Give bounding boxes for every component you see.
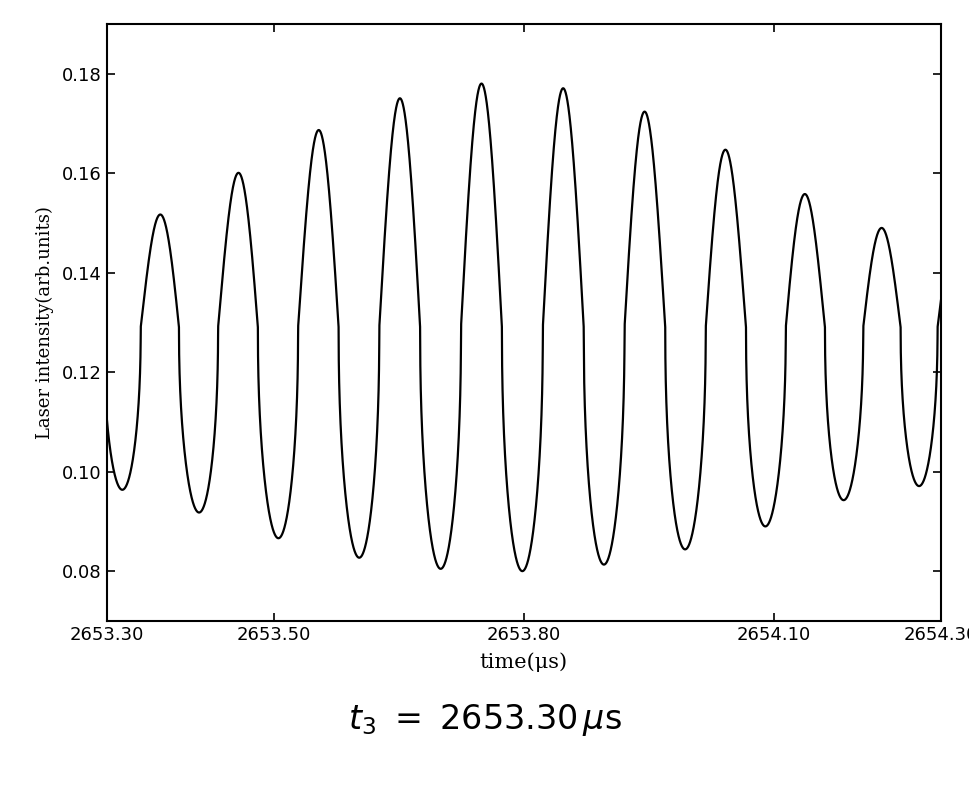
Y-axis label: Laser intensity(arb.units): Laser intensity(arb.units) <box>35 206 53 439</box>
X-axis label: time(μs): time(μs) <box>480 652 567 672</box>
Text: $t_3\ =\ 2653.30\,\mu\mathrm{s}$: $t_3\ =\ 2653.30\,\mu\mathrm{s}$ <box>348 702 621 739</box>
